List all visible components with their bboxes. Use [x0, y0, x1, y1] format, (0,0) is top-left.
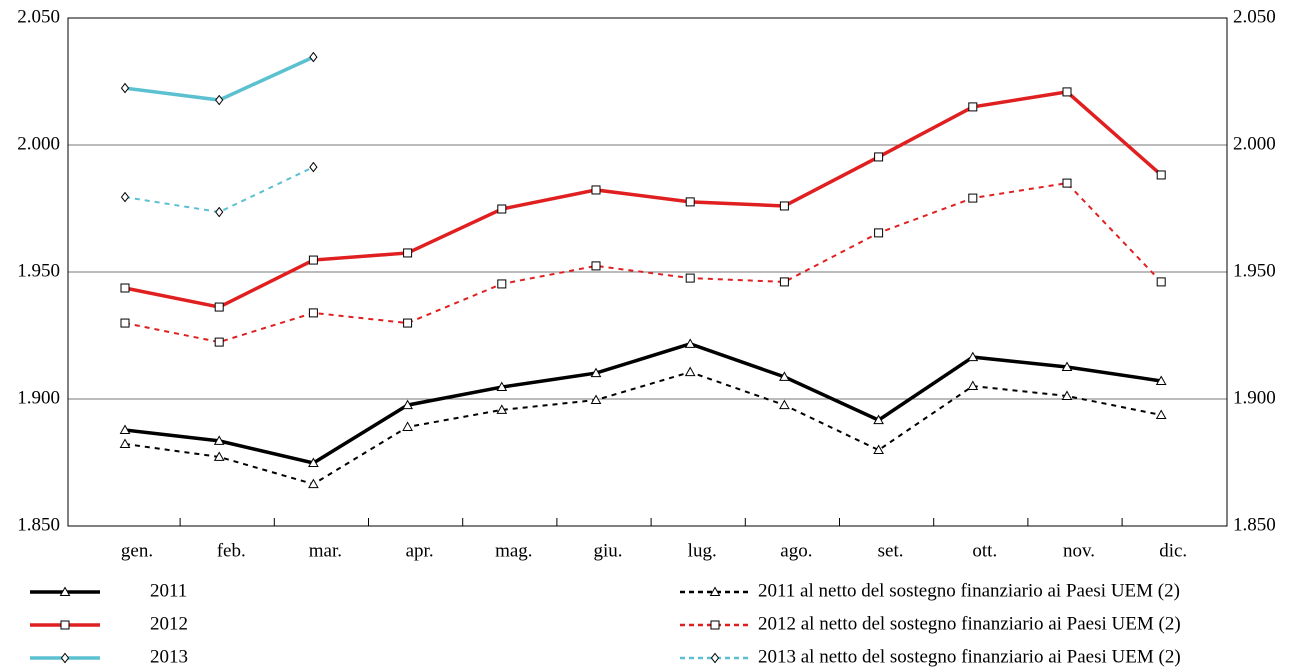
data-point	[497, 279, 507, 289]
data-point	[685, 273, 695, 283]
data-point	[590, 367, 602, 378]
data-point	[1155, 409, 1167, 420]
y2-tick-label: 1.950	[1233, 260, 1276, 281]
y2-tick-label: 2.050	[1233, 6, 1276, 27]
data-point	[214, 337, 224, 347]
y-tick-label: 1.900	[17, 387, 60, 408]
data-point	[309, 51, 318, 63]
x-tick-label: gen.	[121, 540, 153, 561]
y2-tick-label: 1.900	[1233, 387, 1276, 408]
data-point	[120, 82, 130, 94]
data-point	[120, 191, 130, 203]
y2-tick-label: 1.850	[1233, 514, 1276, 535]
legend-marker	[60, 652, 70, 664]
x-tick-label: nov.	[1063, 540, 1095, 561]
data-point	[496, 404, 508, 414]
data-point	[403, 248, 413, 258]
x-tick-label: giu.	[593, 540, 622, 561]
x-tick-label: feb.	[217, 540, 246, 561]
data-point	[1155, 375, 1167, 385]
data-point	[591, 185, 601, 195]
data-point	[403, 318, 413, 328]
x-tick-label: dic.	[1159, 540, 1187, 561]
legend-marker	[710, 620, 720, 630]
data-point	[308, 457, 319, 468]
data-point	[968, 193, 978, 203]
data-point	[873, 414, 884, 425]
data-point	[684, 366, 696, 377]
x-tick-label: ago.	[780, 540, 812, 561]
data-point	[120, 283, 130, 293]
data-point	[402, 399, 413, 410]
data-point	[496, 381, 508, 392]
x-tick-label: ott.	[972, 540, 997, 561]
data-point	[402, 421, 413, 431]
legend-marker	[60, 620, 70, 630]
data-point	[779, 399, 790, 410]
data-point	[120, 318, 130, 328]
legend-label: 2011 al netto del sostegno finanziario a…	[758, 580, 1180, 601]
legend-label: 2012	[150, 613, 188, 634]
data-point	[779, 277, 789, 287]
legend-marker	[59, 586, 71, 596]
data-point	[779, 371, 790, 381]
legend-label: 2013	[150, 646, 188, 667]
data-point	[215, 94, 224, 106]
data-point	[873, 444, 884, 455]
data-point	[119, 438, 131, 448]
legend-marker	[710, 652, 720, 664]
x-tick-label: lug.	[688, 540, 717, 561]
plot-border	[67, 17, 1228, 527]
y-tick-label: 1.950	[17, 260, 60, 281]
x-tick-label: mag.	[495, 540, 532, 561]
y2-tick-label: 2.000	[1233, 133, 1276, 154]
data-point	[1061, 361, 1073, 371]
data-point	[685, 197, 695, 207]
data-point	[684, 338, 696, 348]
data-point	[1156, 170, 1166, 180]
data-point	[308, 478, 319, 489]
data-point	[215, 206, 224, 218]
data-point	[1062, 178, 1072, 188]
data-point	[1156, 277, 1166, 287]
series-line	[124, 371, 1162, 486]
series-line	[124, 90, 1163, 309]
data-point	[590, 394, 602, 405]
series-line	[124, 166, 314, 214]
data-point	[308, 308, 318, 318]
data-point	[309, 161, 318, 173]
series-line	[124, 182, 1162, 344]
y-tick-label: 1.850	[17, 514, 60, 535]
data-point	[497, 204, 507, 214]
legend-label: 2012 al netto del sostegno finanziario a…	[758, 613, 1181, 634]
data-point	[968, 102, 978, 112]
legend-marker	[709, 586, 721, 596]
legend-label: 2013 al netto del sostegno finanziario a…	[758, 646, 1181, 667]
data-point	[779, 201, 789, 211]
data-point	[967, 380, 979, 391]
data-point	[213, 435, 225, 445]
x-tick-label: set.	[878, 540, 904, 561]
data-point	[1061, 390, 1073, 400]
data-point	[874, 152, 884, 162]
series-line	[124, 342, 1162, 465]
data-point	[874, 228, 884, 238]
data-point	[213, 451, 225, 461]
y-tick-label: 2.000	[17, 133, 60, 154]
data-point	[1062, 87, 1072, 97]
series-line	[124, 55, 315, 102]
data-point	[591, 261, 601, 271]
data-point	[308, 255, 318, 265]
legend-label: 2011	[150, 580, 187, 601]
y-tick-label: 2.050	[17, 6, 60, 27]
data-point	[214, 302, 224, 312]
data-point	[967, 351, 979, 362]
x-tick-label: apr.	[406, 540, 434, 561]
data-point	[119, 424, 131, 434]
x-tick-label: mar.	[309, 540, 342, 561]
